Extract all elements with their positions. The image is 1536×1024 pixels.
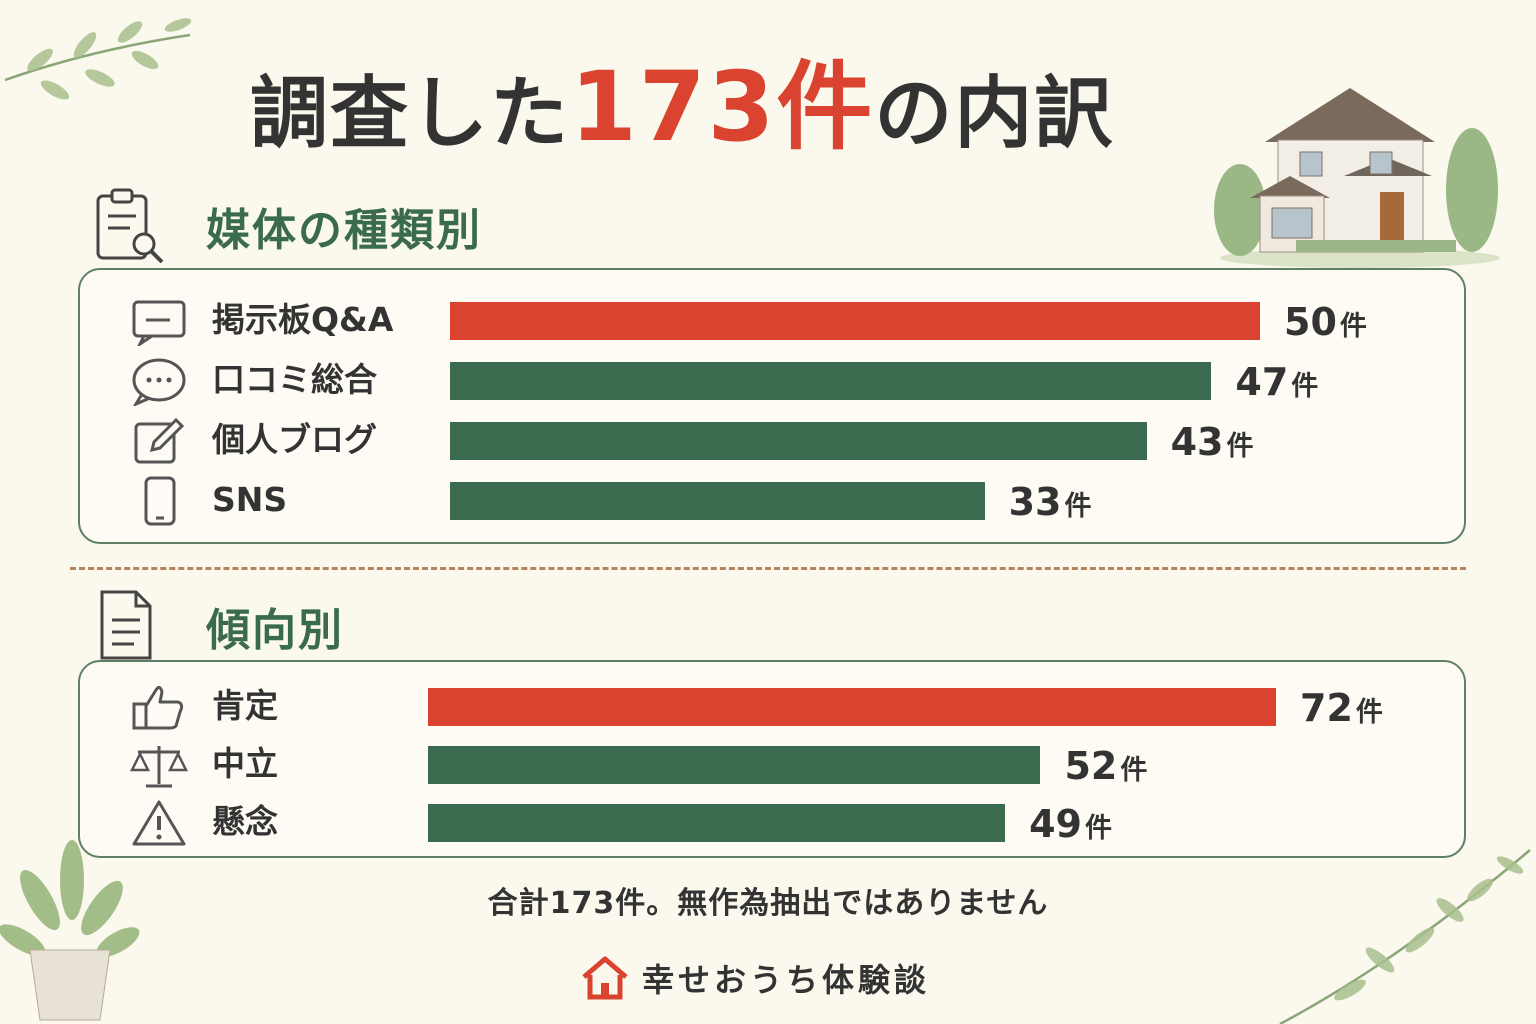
chart-row: 肯定 72 件 [80,676,1464,736]
chart-row: 個人ブログ 43 件 [80,410,1464,470]
value-number: 33 [1008,480,1062,524]
bar [450,362,1212,400]
chart-row: 口コミ総合 47 件 [80,350,1464,410]
category-label: 掲示板Q&A [212,300,394,339]
footnote: 合計173件。無作為抽出ではありません [487,886,1049,921]
value-number: 50 [1284,300,1337,344]
category-label: 個人ブログ [212,420,377,459]
leaf-branch-decoration-bottom [1279,849,1531,1024]
scale-icon [130,746,188,788]
section-divider [70,567,1466,570]
thumbs-up-icon [132,685,184,730]
board-icon [132,300,186,346]
value-label: 33 件 [1009,470,1092,530]
value-number: 43 [1170,420,1224,464]
document-icon [100,590,152,660]
bar [450,422,1147,460]
media-chart-panel: 掲示板Q&A 50 件口コミ総合 47 件個人ブログ 43 件 SNS 33 件 [78,268,1466,544]
value-label: 49 件 [1029,792,1112,852]
value-unit: 件 [1226,431,1254,462]
leaf-branch-decoration [4,18,192,100]
bar [450,302,1260,340]
title-prefix: 調査した [250,69,571,159]
section-media-heading: 媒体の種類別 [94,186,482,266]
section-tendency-title: 傾向別 [206,605,344,656]
category-label: 肯定 [212,686,278,725]
section-media-title: 媒体の種類別 [206,205,482,256]
warning-icon [132,800,186,846]
value-label: 72 件 [1300,676,1383,736]
brand-name: 幸せおうち体験談 [642,961,931,999]
brand-logo: 幸せおうち体験談 [580,950,930,1006]
value-number: 72 [1300,686,1353,730]
tendency-chart-panel: 肯定 72 件中立 52 件懸念 49 件 [78,660,1466,858]
chat-bubble-icon [132,358,186,406]
value-label: 50 件 [1284,290,1367,350]
title-suffix: の内訳 [874,69,1115,159]
chart-row: 掲示板Q&A 50 件 [80,290,1464,350]
house-illustration [1214,88,1500,268]
value-unit: 件 [1355,697,1383,728]
bar [428,746,1041,784]
chart-row: 懸念 49 件 [80,792,1464,852]
value-number: 47 [1235,360,1289,404]
category-label: 懸念 [212,802,278,841]
category-label: 口コミ総合 [212,360,377,399]
category-label: SNS [212,480,288,519]
value-number: 52 [1064,744,1118,788]
value-unit: 件 [1339,311,1367,342]
smartphone-icon [144,476,176,526]
potted-plant-illustration [0,840,140,1021]
chart-row: 中立 52 件 [80,734,1464,794]
value-label: 47 件 [1235,350,1318,410]
clipboard-search-icon [96,188,164,264]
title-highlight: 173件 [570,51,875,163]
bar [428,688,1276,726]
category-label: 中立 [212,744,278,783]
value-number: 49 [1029,802,1082,846]
value-unit: 件 [1120,755,1148,786]
value-unit: 件 [1291,371,1319,402]
value-unit: 件 [1085,813,1112,844]
house-icon [582,956,628,1000]
value-label: 43 件 [1171,410,1254,470]
value-label: 52 件 [1064,734,1147,794]
pencil-edit-icon [134,417,185,464]
value-unit: 件 [1064,491,1092,522]
page-title: 調査した173件の内訳 [250,52,1230,162]
bar [428,804,1006,842]
bar [450,482,985,520]
chart-row: SNS 33 件 [80,470,1464,530]
section-tendency-heading: 傾向別 [94,586,344,666]
